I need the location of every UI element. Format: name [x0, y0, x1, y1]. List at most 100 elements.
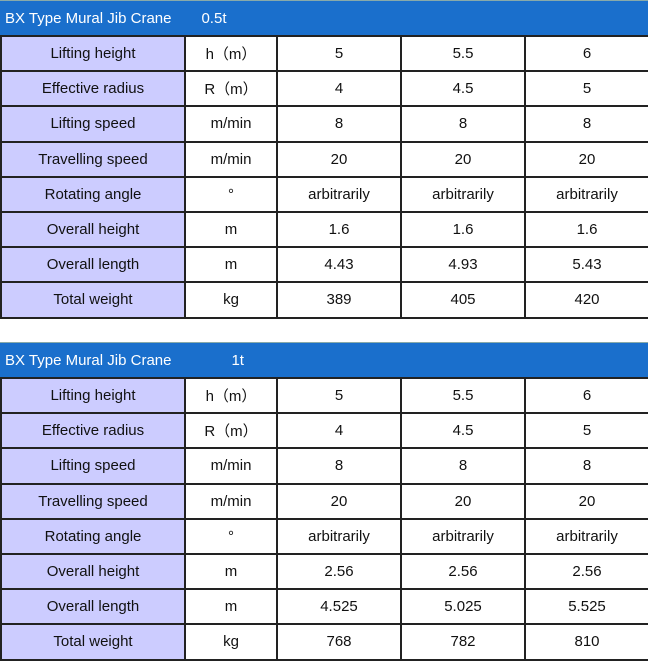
row-label: Rotating angle	[0, 175, 186, 213]
value-cell: 1.6	[524, 210, 648, 249]
row-label: Travelling speed	[0, 140, 186, 178]
value-cell: 4.93	[400, 246, 526, 284]
table-row: Overall length m 4.43 4.93 5.43	[0, 246, 648, 284]
value-cell: 5	[524, 412, 648, 450]
table-title: BX Type Mural Jib Crane	[5, 351, 172, 369]
table-row: Effective radius R（m） 4 4.5 5	[0, 412, 648, 450]
unit-cell: R（m）	[184, 70, 278, 108]
value-cell: 405	[400, 281, 526, 319]
value-cell: 4.525	[276, 588, 402, 626]
value-cell: 20	[276, 482, 402, 520]
table-row: Rotating angle ° arbitrarily arbitrarily arb…	[0, 517, 648, 555]
value-cell: 5.5	[400, 376, 526, 415]
table-row: Rotating angle ° arbitrarily arbitrarily arb…	[0, 175, 648, 213]
unit-cell: m	[184, 588, 278, 626]
value-cell: 8	[524, 105, 648, 143]
row-label: Lifting speed	[0, 105, 186, 143]
spec-table-0-5t: BX Type Mural Jib Crane 0.5t Lifting hei…	[0, 0, 648, 319]
value-cell: 5	[276, 34, 402, 73]
table-capacity: 0.5t	[201, 9, 227, 27]
value-cell: 8	[524, 447, 648, 485]
value-cell: 20	[524, 140, 648, 178]
table-row: Overall height m 1.6 1.6 1.6	[0, 210, 648, 249]
value-cell: arbitrarily	[524, 175, 648, 213]
table-row: Travelling speed m/min 20 20 20	[0, 140, 648, 178]
unit-cell: m/min	[184, 447, 278, 485]
table-row: Lifting speed m/min 8 8 8	[0, 447, 648, 485]
row-label: Rotating angle	[0, 517, 186, 555]
table-row: Overall length m 4.525 5.025 5.525	[0, 588, 648, 626]
spec-table-1t: BX Type Mural Jib Crane 1t Lifting heigh…	[0, 342, 648, 661]
value-cell: 4.43	[276, 246, 402, 284]
value-cell: 4.5	[400, 412, 526, 450]
unit-cell: m/min	[184, 140, 278, 178]
value-cell: 2.56	[400, 552, 526, 591]
unit-cell: m	[184, 246, 278, 284]
table-row: Overall height m 2.56 2.56 2.56	[0, 552, 648, 591]
unit-cell: °	[184, 175, 278, 213]
table-header: BX Type Mural Jib Crane 0.5t	[0, 0, 648, 35]
row-label: Travelling speed	[0, 482, 186, 520]
unit-cell: m	[184, 552, 278, 591]
value-cell: 810	[524, 623, 648, 661]
value-cell: 20	[276, 140, 402, 178]
value-cell: arbitrarily	[400, 175, 526, 213]
table-row: Total weight kg 389 405 420	[0, 281, 648, 319]
value-cell: arbitrarily	[276, 175, 402, 213]
row-label: Lifting height	[0, 34, 186, 73]
value-cell: 5.43	[524, 246, 648, 284]
value-cell: arbitrarily	[276, 517, 402, 555]
value-cell: 8	[400, 105, 526, 143]
row-label: Total weight	[0, 623, 186, 661]
unit-cell: m/min	[184, 105, 278, 143]
value-cell: 1.6	[400, 210, 526, 249]
row-label: Effective radius	[0, 412, 186, 450]
value-cell: 20	[524, 482, 648, 520]
value-cell: 1.6	[276, 210, 402, 249]
value-cell: 8	[276, 105, 402, 143]
value-cell: arbitrarily	[400, 517, 526, 555]
value-cell: 2.56	[524, 552, 648, 591]
unit-cell: °	[184, 517, 278, 555]
row-label: Overall height	[0, 210, 186, 249]
value-cell: 8	[400, 447, 526, 485]
value-cell: 20	[400, 482, 526, 520]
value-cell: 389	[276, 281, 402, 319]
unit-cell: m/min	[184, 482, 278, 520]
unit-cell: kg	[184, 623, 278, 661]
value-cell: 4	[276, 412, 402, 450]
unit-cell: R（m）	[184, 412, 278, 450]
row-label: Total weight	[0, 281, 186, 319]
value-cell: 20	[400, 140, 526, 178]
value-cell: arbitrarily	[524, 517, 648, 555]
table-title: BX Type Mural Jib Crane	[5, 9, 172, 27]
unit-cell: m	[184, 210, 278, 249]
unit-cell: kg	[184, 281, 278, 319]
value-cell: 6	[524, 34, 648, 73]
table-row: Travelling speed m/min 20 20 20	[0, 482, 648, 520]
table-row: Effective radius R（m） 4 4.5 5	[0, 70, 648, 108]
row-label: Lifting height	[0, 376, 186, 415]
table-capacity: 1t	[231, 351, 244, 369]
unit-cell: h（m）	[184, 34, 278, 73]
value-cell: 8	[276, 447, 402, 485]
row-label: Overall height	[0, 552, 186, 591]
table-row: Lifting speed m/min 8 8 8	[0, 105, 648, 143]
unit-cell: h（m）	[184, 376, 278, 415]
value-cell: 5	[524, 70, 648, 108]
table-header: BX Type Mural Jib Crane 1t	[0, 342, 648, 377]
value-cell: 6	[524, 376, 648, 415]
value-cell: 768	[276, 623, 402, 661]
value-cell: 2.56	[276, 552, 402, 591]
value-cell: 5	[276, 376, 402, 415]
value-cell: 5.525	[524, 588, 648, 626]
value-cell: 782	[400, 623, 526, 661]
value-cell: 5.025	[400, 588, 526, 626]
row-label: Overall length	[0, 588, 186, 626]
row-label: Lifting speed	[0, 447, 186, 485]
value-cell: 5.5	[400, 34, 526, 73]
value-cell: 4.5	[400, 70, 526, 108]
table-row: Lifting height h（m） 5 5.5 6	[0, 34, 648, 73]
table-row: Total weight kg 768 782 810	[0, 623, 648, 661]
row-label: Effective radius	[0, 70, 186, 108]
